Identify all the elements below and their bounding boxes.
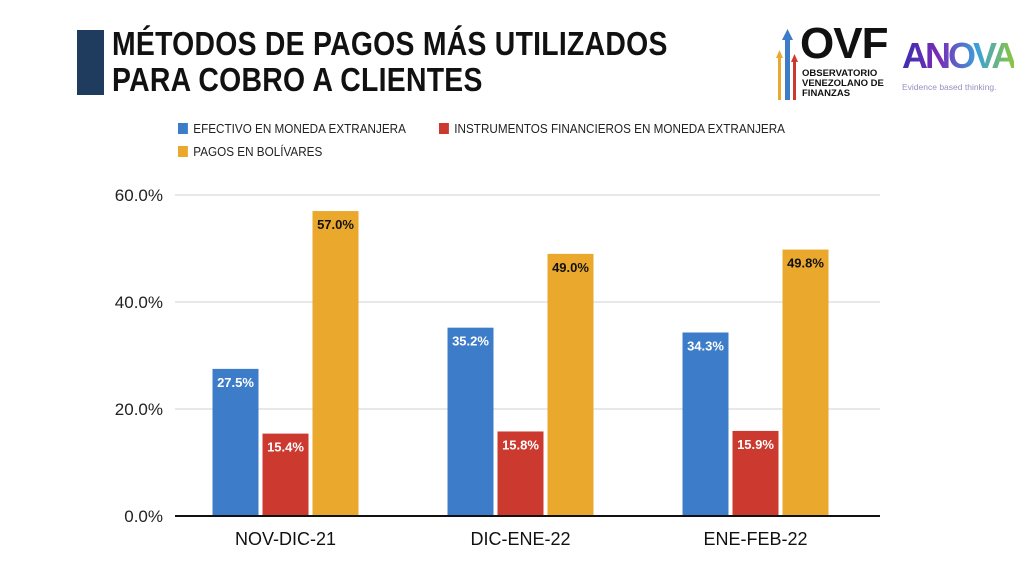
x-tick-label: ENE-FEB-22 — [703, 529, 807, 549]
ovf-sub-3: FINANZAS — [802, 88, 851, 99]
bar — [262, 433, 309, 516]
legend-item-bolivares: PAGOS EN BOLÍVARES — [178, 144, 322, 159]
ovf-sub-1: OBSERVATORIO — [802, 68, 878, 79]
ovf-arrows-icon — [776, 29, 798, 100]
bar — [782, 249, 829, 516]
x-tick-label: NOV-DIC-21 — [235, 529, 336, 549]
title-accent-bar — [77, 30, 104, 95]
x-tick-label: DIC-ENE-22 — [470, 529, 570, 549]
y-tick-label: 60.0% — [115, 186, 163, 205]
data-label: 49.0% — [552, 260, 589, 275]
bar — [212, 368, 259, 516]
y-tick-label: 20.0% — [115, 400, 163, 419]
legend-item-efectivo: EFECTIVO EN MONEDA EXTRANJERA — [178, 121, 406, 136]
anova-tagline: Evidence based thinking. — [902, 82, 997, 92]
legend-swatch — [439, 123, 449, 134]
legend-label: INSTRUMENTOS FINANCIEROS EN MONEDA EXTRA… — [454, 121, 785, 136]
logos: OVF OBSERVATORIO VENEZOLANO DE FINANZAS … — [772, 22, 1022, 102]
legend-swatch — [178, 123, 188, 134]
title-line-1: MÉTODOS DE PAGOS MÁS UTILIZADOS — [112, 25, 668, 62]
bar — [732, 430, 779, 516]
legend-swatch — [178, 146, 188, 157]
bar — [497, 431, 544, 516]
data-label: 34.3% — [687, 338, 724, 353]
bar — [682, 332, 729, 516]
ovf-logo: OVF — [800, 19, 888, 68]
data-label: 15.9% — [737, 437, 774, 452]
anova-logo: ANOVA — [902, 35, 1017, 76]
data-label: 49.8% — [787, 256, 824, 271]
bar — [447, 327, 494, 516]
data-label: 15.4% — [267, 440, 304, 455]
data-label: 35.2% — [452, 334, 489, 349]
ovf-sub-2: VENEZOLANO DE — [802, 78, 884, 89]
legend-item-instrumentos: INSTRUMENTOS FINANCIEROS EN MONEDA EXTRA… — [439, 121, 785, 136]
y-tick-label: 0.0% — [124, 507, 163, 526]
chart-title: MÉTODOS DE PAGOS MÁS UTILIZADOS PARA COB… — [112, 26, 668, 98]
legend-label: EFECTIVO EN MONEDA EXTRANJERA — [193, 121, 406, 136]
bar — [312, 211, 359, 517]
y-tick-label: 40.0% — [115, 293, 163, 312]
data-label: 27.5% — [217, 375, 254, 390]
ovf-subtitle: OBSERVATORIO VENEZOLANO DE FINANZAS — [802, 69, 884, 99]
bar — [547, 253, 594, 516]
title-line-2: PARA COBRO A CLIENTES — [112, 61, 483, 98]
legend-label: PAGOS EN BOLÍVARES — [193, 144, 323, 159]
data-label: 15.8% — [502, 437, 539, 452]
data-label: 57.0% — [317, 217, 354, 232]
